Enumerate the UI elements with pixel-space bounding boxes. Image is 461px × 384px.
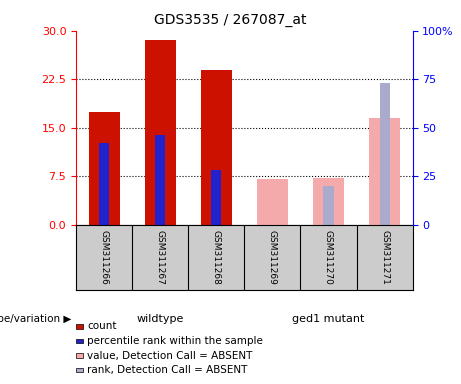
Bar [369, 118, 400, 225]
Text: GSM311267: GSM311267 [156, 230, 165, 285]
Bar [379, 83, 390, 225]
Text: GSM311266: GSM311266 [100, 230, 109, 285]
Bar [211, 170, 221, 225]
Text: ged1 mutant: ged1 mutant [292, 314, 365, 324]
Text: percentile rank within the sample: percentile rank within the sample [87, 336, 263, 346]
Bar [145, 40, 176, 225]
Text: GDS3535 / 267087_at: GDS3535 / 267087_at [154, 13, 307, 27]
Text: GSM311269: GSM311269 [268, 230, 277, 285]
Text: GSM311270: GSM311270 [324, 230, 333, 285]
Bar [99, 143, 109, 225]
Bar [313, 178, 344, 225]
Text: rank, Detection Call = ABSENT: rank, Detection Call = ABSENT [87, 365, 248, 375]
Bar [201, 70, 232, 225]
Text: GSM311268: GSM311268 [212, 230, 221, 285]
Bar [257, 179, 288, 225]
Text: wildtype: wildtype [136, 314, 184, 324]
Text: GSM311271: GSM311271 [380, 230, 389, 285]
Bar [89, 111, 119, 225]
Text: count: count [87, 321, 117, 331]
Bar [155, 136, 165, 225]
Text: value, Detection Call = ABSENT: value, Detection Call = ABSENT [87, 351, 253, 361]
Text: genotype/variation ▶: genotype/variation ▶ [0, 314, 71, 324]
Bar [324, 186, 333, 225]
